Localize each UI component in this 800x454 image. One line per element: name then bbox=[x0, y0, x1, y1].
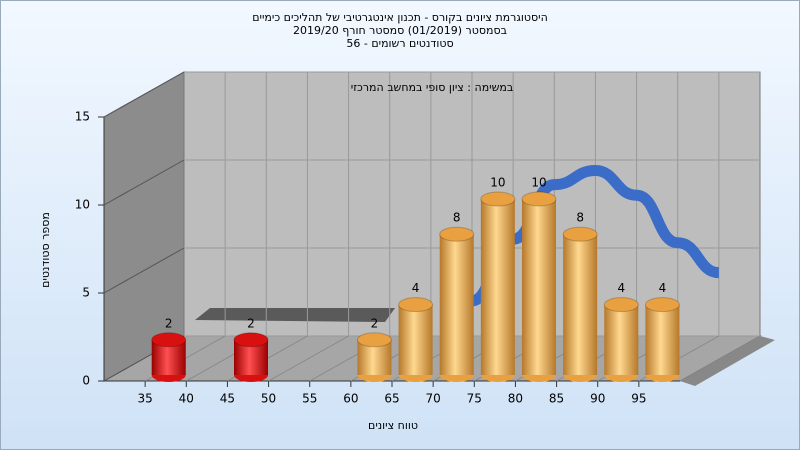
data-label: 2 bbox=[247, 316, 255, 330]
x-tick-label: 75 bbox=[467, 392, 482, 406]
grid-line bbox=[103, 159, 185, 206]
x-tick-label: 80 bbox=[508, 392, 523, 406]
data-label: 10 bbox=[490, 176, 505, 190]
x-tick-label: 70 bbox=[426, 392, 441, 406]
bar-top bbox=[356, 332, 392, 348]
data-label: 4 bbox=[659, 281, 667, 295]
y-tick-label: 0 bbox=[82, 374, 90, 388]
bar-top bbox=[233, 332, 269, 348]
data-label: 2 bbox=[165, 316, 173, 330]
bar bbox=[604, 304, 639, 375]
x-tick-label: 45 bbox=[220, 392, 235, 406]
y-tick-label: 5 bbox=[82, 286, 90, 300]
annotation: במשימה : ציון סופי במחשב המרכזי bbox=[351, 81, 514, 94]
grid-line bbox=[103, 71, 185, 118]
bar bbox=[645, 304, 680, 375]
data-label: 8 bbox=[453, 211, 461, 225]
shadow-band bbox=[195, 308, 395, 322]
x-tick-label: 65 bbox=[384, 392, 399, 406]
grid-line bbox=[268, 335, 349, 382]
x-tick-label: 55 bbox=[302, 392, 317, 406]
data-label: 10 bbox=[531, 176, 546, 190]
bar-top bbox=[644, 297, 680, 313]
bar-top bbox=[439, 226, 475, 242]
bar bbox=[563, 234, 598, 375]
x-tick-label: 50 bbox=[261, 392, 276, 406]
bar bbox=[522, 199, 556, 375]
chart-subtitle: סטודנטים רשומים - 56 bbox=[346, 37, 453, 50]
floor-edge bbox=[680, 336, 775, 386]
x-tick-label: 35 bbox=[138, 392, 153, 406]
data-label: 2 bbox=[371, 316, 379, 330]
chart-subtitle: בסמסטר (01/2019) סמסטר חורף 2019/20 bbox=[293, 24, 507, 37]
data-label: 4 bbox=[617, 281, 625, 295]
x-tick-label: 95 bbox=[631, 392, 646, 406]
y-axis-label: מספר סטודנטים bbox=[39, 212, 52, 288]
x-tick-label: 85 bbox=[549, 392, 564, 406]
data-label: 8 bbox=[576, 211, 584, 225]
bar bbox=[439, 234, 474, 375]
bar-top bbox=[562, 226, 598, 242]
bar-top bbox=[398, 297, 434, 313]
bar bbox=[398, 304, 433, 375]
x-axis-label: טווח ציונים bbox=[368, 419, 418, 432]
grid-line bbox=[103, 247, 185, 294]
y-tick-label: 15 bbox=[75, 110, 90, 124]
x-tick-label: 40 bbox=[179, 392, 194, 406]
bar-top bbox=[151, 332, 187, 348]
bar-top bbox=[521, 191, 557, 207]
bar-top bbox=[603, 297, 639, 313]
x-tick-label: 90 bbox=[590, 392, 605, 406]
bar bbox=[480, 199, 515, 375]
y-tick-label: 10 bbox=[75, 198, 90, 212]
x-tick-label: 60 bbox=[343, 392, 358, 406]
chart-title: היסטוגרמת ציונים בקורס - תכנון אינטגרטיב… bbox=[252, 11, 548, 24]
data-label: 4 bbox=[412, 281, 420, 295]
bar-top bbox=[480, 191, 516, 207]
